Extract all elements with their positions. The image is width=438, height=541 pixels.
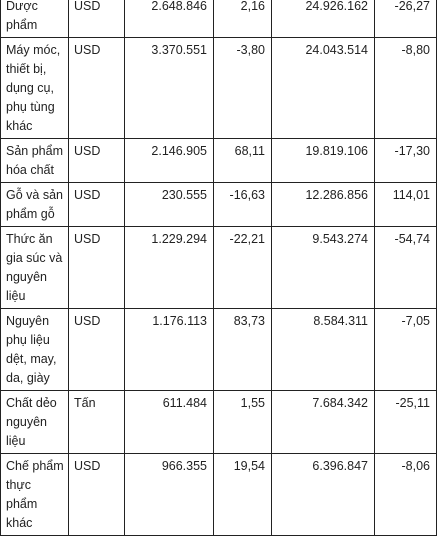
change-cell: 114,01 [374, 182, 437, 227]
value-cell: 3.370.551 [124, 37, 214, 139]
unit-cell: USD [68, 138, 125, 183]
table-row: Sản phẩm hóa chất USD 2.146.905 68,11 19… [0, 138, 437, 183]
change-cell: 1,55 [213, 390, 272, 454]
value-cell: 611.484 [124, 390, 214, 454]
value-cell: 2.648.846 [124, 0, 214, 38]
unit-cell: Tấn [68, 390, 125, 454]
change-cell: -3,80 [213, 37, 272, 139]
value-cell: 12.286.856 [271, 182, 375, 227]
change-cell: 68,11 [213, 138, 272, 183]
table-row: Nguyên phụ liệu dệt, may, da, giày USD 1… [0, 308, 437, 391]
table-row: Dược phẩm USD 2.648.846 2,16 24.926.162 … [0, 0, 437, 38]
change-cell: -22,21 [213, 226, 272, 309]
unit-cell: USD [68, 37, 125, 139]
table-row: Gỗ và sản phẩm gỗ USD 230.555 -16,63 12.… [0, 182, 437, 227]
item-cell: Dược phẩm [0, 0, 69, 38]
change-cell: 2,16 [213, 0, 272, 38]
change-cell: -8,06 [374, 453, 437, 536]
unit-cell: USD [68, 308, 125, 391]
value-cell: 230.555 [124, 182, 214, 227]
item-cell: Chất dẻo nguyên liệu [0, 390, 69, 454]
item-cell: Gỗ và sản phẩm gỗ [0, 182, 69, 227]
change-cell: -26,27 [374, 0, 437, 38]
value-cell: 2.146.905 [124, 138, 214, 183]
table-row: Thức ăn gia súc và nguyên liệu USD 1.229… [0, 226, 437, 309]
change-cell: -25,11 [374, 390, 437, 454]
value-cell: 966.355 [124, 453, 214, 536]
value-cell: 24.043.514 [271, 37, 375, 139]
value-cell: 7.684.342 [271, 390, 375, 454]
change-cell: -7,05 [374, 308, 437, 391]
item-cell: Máy móc, thiết bị, dụng cụ, phụ tùng khá… [0, 37, 69, 139]
value-cell: 24.926.162 [271, 0, 375, 38]
change-cell: -8,80 [374, 37, 437, 139]
change-cell: -54,74 [374, 226, 437, 309]
unit-cell: USD [68, 0, 125, 38]
value-cell: 6.396.847 [271, 453, 375, 536]
item-cell: Nguyên phụ liệu dệt, may, da, giày [0, 308, 69, 391]
value-cell: 19.819.106 [271, 138, 375, 183]
table-row: Máy móc, thiết bị, dụng cụ, phụ tùng khá… [0, 37, 437, 139]
unit-cell: USD [68, 226, 125, 309]
change-cell: 19,54 [213, 453, 272, 536]
change-cell: -16,63 [213, 182, 272, 227]
unit-cell: USD [68, 453, 125, 536]
item-cell: Chế phẩm thực phẩm khác [0, 453, 69, 536]
table-row: Chế phẩm thực phẩm khác USD 966.355 19,5… [0, 453, 437, 536]
change-cell: 83,73 [213, 308, 272, 391]
value-cell: 1.229.294 [124, 226, 214, 309]
value-cell: 9.543.274 [271, 226, 375, 309]
change-cell: -17,30 [374, 138, 437, 183]
value-cell: 1.176.113 [124, 308, 214, 391]
table-row: Chất dẻo nguyên liệu Tấn 611.484 1,55 7.… [0, 390, 437, 454]
unit-cell: USD [68, 182, 125, 227]
item-cell: Sản phẩm hóa chất [0, 138, 69, 183]
value-cell: 8.584.311 [271, 308, 375, 391]
item-cell: Thức ăn gia súc và nguyên liệu [0, 226, 69, 309]
